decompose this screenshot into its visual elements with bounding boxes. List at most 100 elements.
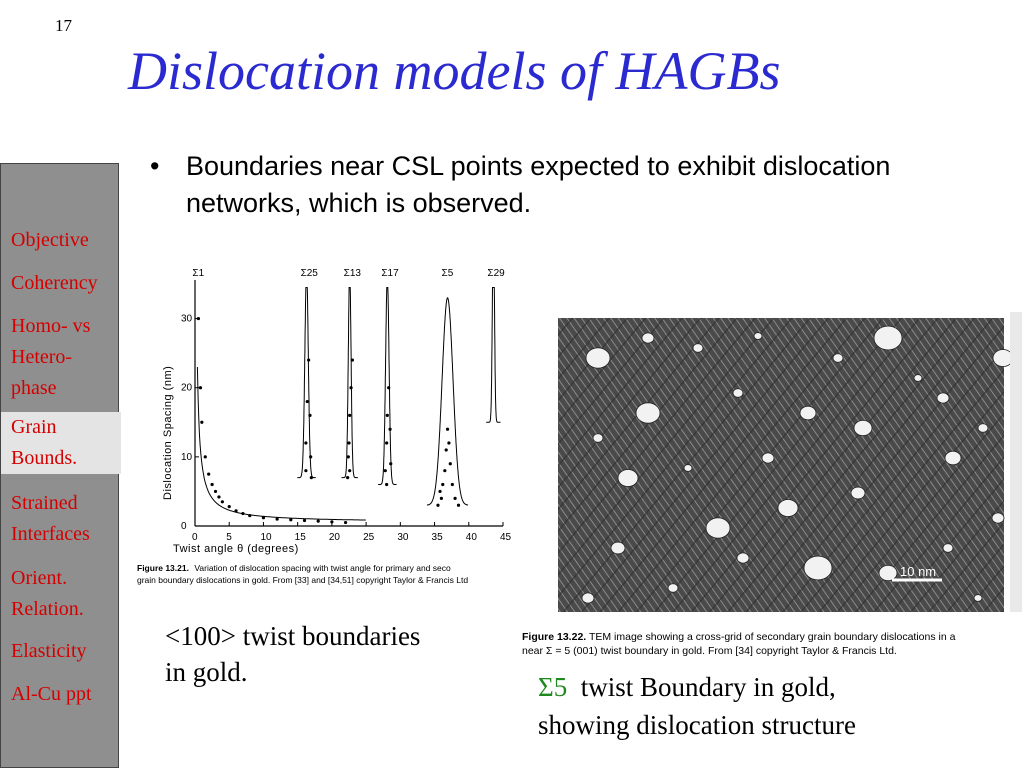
figure-13-21-label: Figure 13.21. (137, 563, 189, 573)
precipitate-blob (799, 405, 817, 421)
left-figure-caption: <100> twist boundaries in gold. (165, 618, 420, 690)
precipitate-blob (913, 374, 923, 382)
peak-curve (426, 297, 469, 506)
sidebar-item-label: Objective (11, 229, 89, 251)
chart-curves (196, 287, 501, 521)
x-tick-label: 30 (397, 532, 409, 543)
data-point (383, 469, 387, 473)
y-tick-label: 10 (181, 452, 193, 463)
peak-curve (378, 287, 397, 485)
peak-label: Σ1 (192, 268, 204, 279)
slide-title: Dislocation models of HAGBs (128, 41, 781, 101)
data-point (343, 520, 348, 525)
sidebar-item-label: Hetero- (11, 346, 73, 368)
sidebar-item-homo-hetero-phase[interactable]: Homo- vs Hetero- phase (11, 311, 90, 404)
bullet-dot-icon: • (150, 151, 160, 181)
data-point (443, 469, 447, 473)
bullet-text: Boundaries near CSL points expected to e… (186, 151, 891, 218)
sidebar-item-coherency[interactable]: Coherency (11, 268, 98, 299)
x-tick-label: 35 (432, 532, 444, 543)
data-point (308, 413, 312, 417)
data-point (348, 413, 352, 417)
right-caption-line2: showing dislocation structure (538, 710, 856, 740)
precipitate-blob (581, 592, 595, 604)
data-point (309, 455, 313, 459)
peak-curve (486, 287, 501, 423)
data-point (275, 517, 279, 521)
left-caption-line1: <100> twist boundaries (165, 621, 421, 651)
data-point (385, 413, 389, 417)
sidebar-item-elasticity[interactable]: Elasticity (11, 636, 87, 667)
data-point (350, 358, 355, 362)
figure-13-22-caption-text: TEM image showing a cross-grid of second… (588, 631, 956, 643)
chart-ylabel: Dislocation Spacing (nm) (162, 366, 174, 500)
data-point (196, 316, 201, 321)
peak-label: Σ13 (344, 268, 362, 279)
data-point (385, 441, 389, 445)
chart-xlabel: Twist angle θ (degrees) (173, 543, 299, 555)
precipitate-blob (973, 594, 983, 602)
sigma1-curve (196, 366, 366, 521)
data-point (444, 448, 448, 452)
precipitate-blob (732, 388, 744, 398)
sidebar-item-label: Interfaces (11, 523, 90, 545)
data-point (261, 516, 266, 520)
data-point (389, 462, 393, 466)
data-point (316, 519, 320, 523)
sidebar-item-objective[interactable]: Objective (11, 225, 89, 256)
chart-points (196, 316, 461, 525)
left-caption-line2: in gold. (165, 657, 248, 687)
data-point (388, 427, 392, 431)
data-point (349, 386, 353, 390)
sidebar-item-strained-interfaces[interactable]: Strained Interfaces (11, 488, 90, 550)
sidebar-item-grain-bounds[interactable]: Grain Bounds. (1, 412, 121, 474)
data-point (207, 472, 211, 476)
data-point (447, 441, 451, 445)
precipitate-blob (878, 564, 898, 582)
sidebar-item-orient-relation[interactable]: Orient. Relation. (11, 563, 84, 625)
sidebar-item-label: Strained (11, 492, 78, 514)
precipitate-blob (585, 347, 611, 369)
sidebar-item-label: Orient. (11, 567, 68, 589)
precipitate-blob (803, 555, 833, 581)
figure-13-22-caption: Figure 13.22. TEM image showing a cross-… (522, 630, 1022, 658)
chart-peak-labels: Σ1 Σ25 Σ13 Σ17 Σ5 Σ29 (192, 268, 505, 279)
data-point (347, 441, 351, 445)
data-point (248, 514, 252, 518)
precipitate-blob (853, 419, 873, 437)
data-point (439, 496, 443, 500)
right-caption-line1-text: twist Boundary in gold, (580, 672, 836, 702)
figure-13-22-caption-line1: Figure 13.22. TEM image showing a cross-… (522, 630, 1022, 644)
x-tick-label: 25 (363, 532, 375, 543)
precipitate-blob (736, 552, 750, 564)
peak-label: Σ17 (381, 268, 399, 279)
precipitate-blob (761, 452, 775, 464)
figure-13-21-caption-text: Variation of dislocation spacing with tw… (194, 563, 451, 573)
data-point (234, 509, 238, 513)
scale-bar-label: 10 nm (900, 564, 936, 579)
figure-13-21-caption-line1: Figure 13.21. Variation of dislocation s… (137, 563, 451, 573)
data-point (448, 462, 452, 466)
data-point (456, 503, 461, 507)
precipitate-blob (705, 517, 731, 539)
data-point (450, 482, 454, 487)
precipitate-blob (777, 499, 799, 517)
precipitate-blob (641, 332, 655, 344)
tem-precipitates (581, 325, 1022, 604)
peak-label: Σ25 (301, 268, 319, 279)
sidebar-item-al-cu-ppt[interactable]: Al-Cu ppt (11, 679, 92, 710)
tem-image: 10 nm (558, 312, 1022, 612)
data-point (305, 399, 309, 404)
data-point (387, 386, 391, 390)
data-point (220, 500, 224, 504)
data-point (210, 482, 214, 487)
precipitate-blob (753, 332, 763, 340)
precipitate-blob (991, 512, 1005, 524)
data-point (203, 455, 207, 459)
precipitate-blob (977, 423, 989, 433)
sidebar-item-label: Bounds. (11, 447, 78, 469)
data-point (289, 518, 293, 522)
data-point (198, 386, 203, 390)
y-tick-label: 20 (181, 383, 193, 394)
